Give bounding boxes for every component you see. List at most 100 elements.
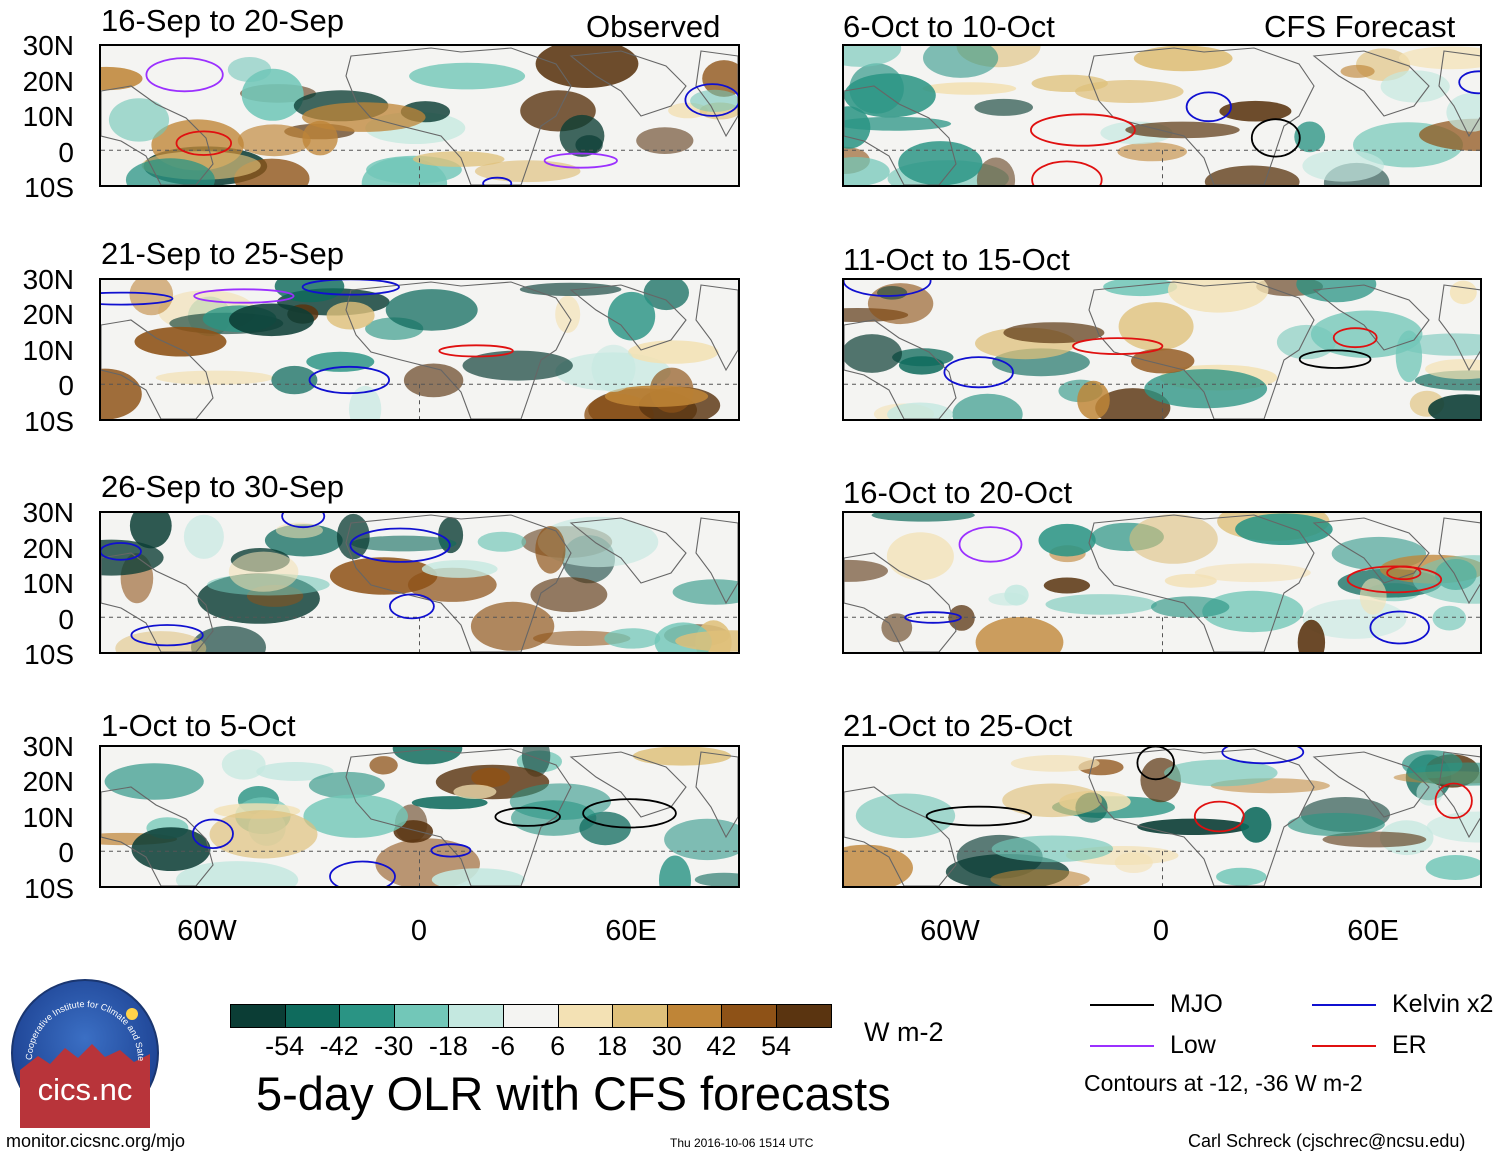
anomaly-contour	[1136, 747, 1175, 781]
anomaly-contour	[281, 513, 326, 529]
coastline	[844, 319, 957, 419]
footer-url[interactable]: monitor.cicsnc.org/mjo	[6, 1131, 186, 1151]
colorbar-cell	[776, 1004, 832, 1028]
olr-shading	[104, 763, 204, 800]
olr-shading	[1380, 70, 1450, 103]
coastline	[101, 552, 214, 652]
olr-shading	[643, 280, 689, 311]
lon-label: 60E	[605, 915, 657, 947]
coastline	[345, 748, 572, 886]
colorbar-units: W m-2	[864, 1017, 944, 1047]
anomaly-contour	[101, 542, 142, 561]
lat-label: 10N	[22, 568, 74, 599]
olr-shading	[1202, 590, 1304, 633]
anomaly-contour	[943, 356, 1014, 389]
coastline	[844, 552, 957, 652]
panel-tag-forecast: CFS Forecast	[1264, 9, 1456, 44]
olr-shading	[237, 124, 311, 157]
olr-shading	[1077, 380, 1110, 419]
main-title: 5-day OLR with CFS forecasts	[256, 1067, 891, 1120]
map-panel-forecast-2	[842, 278, 1482, 421]
olr-shading	[844, 844, 913, 886]
olr-shading	[308, 771, 385, 799]
coastline	[569, 284, 687, 351]
colorbar-cell	[721, 1004, 777, 1028]
olr-shading	[535, 526, 566, 574]
anomaly-contour	[1029, 113, 1136, 147]
olr-shading	[129, 513, 172, 549]
olr-shading	[898, 356, 945, 375]
lon-label: 60W	[177, 915, 237, 947]
colorbar-cell	[503, 1004, 559, 1028]
olr-shading	[209, 810, 318, 859]
olr-shading	[431, 868, 526, 886]
anomaly-contour	[904, 611, 962, 624]
olr-shading	[530, 577, 608, 613]
olr-shading	[1164, 573, 1217, 588]
olr-shading	[990, 869, 1090, 886]
map-plot	[844, 513, 1480, 652]
olr-shading	[1426, 811, 1480, 843]
anomaly-contour	[301, 280, 400, 296]
olr-shading	[1240, 806, 1272, 843]
olr-shading	[988, 592, 1027, 606]
cics-logo: Cooperative Institute for Climate and Sa…	[7, 970, 160, 1128]
olr-shading	[591, 344, 636, 392]
olr-shading	[462, 350, 573, 381]
olr-shading	[975, 617, 1064, 652]
olr-shading	[923, 46, 999, 78]
anomaly-contour	[1458, 70, 1480, 95]
coastline	[844, 85, 957, 185]
footer-timestamp: Thu 2016-10-06 1514 UTC	[670, 1136, 814, 1150]
anomaly-contour	[1072, 337, 1164, 355]
olr-shading	[871, 513, 975, 522]
olr-shading	[1287, 812, 1385, 837]
coastline	[1438, 284, 1480, 372]
olr-shading	[898, 141, 983, 185]
colorbar-label: 54	[760, 1031, 792, 1061]
olr-shading	[302, 120, 338, 156]
map-panel-forecast-4	[842, 745, 1482, 888]
olr-shading	[1167, 280, 1269, 313]
coastline	[1088, 281, 1315, 419]
legend-line-mjo	[1090, 1004, 1154, 1006]
olr-shading	[1340, 64, 1375, 78]
olr-shading	[1398, 46, 1480, 70]
anomaly-contour	[543, 152, 618, 169]
olr-shading	[991, 835, 1114, 863]
anomaly-contour	[101, 291, 174, 306]
olr-shading	[108, 98, 170, 142]
olr-shading	[329, 557, 438, 595]
anomaly-contour	[193, 288, 295, 304]
anomaly-contour	[388, 593, 435, 620]
lat-label: 20N	[22, 66, 74, 97]
olr-shading	[229, 303, 314, 337]
olr-shading	[672, 579, 738, 605]
legend-note: Contours at -12, -36 W m-2	[1084, 1070, 1363, 1096]
olr-shading	[628, 340, 719, 364]
olr-shading	[306, 351, 375, 372]
olr-shading	[1010, 755, 1100, 772]
coastline	[1438, 50, 1480, 138]
map-plot	[844, 280, 1480, 419]
olr-shading	[175, 861, 299, 886]
olr-shading	[976, 157, 1016, 185]
coastline	[1088, 47, 1315, 185]
olr-shading	[1002, 783, 1102, 818]
anomaly-contour	[191, 818, 234, 850]
colorbar-cell	[666, 1004, 723, 1028]
olr-shading	[403, 363, 464, 398]
olr-shading	[271, 365, 318, 395]
olr-shading	[1216, 867, 1267, 886]
olr-shading	[694, 872, 738, 886]
lat-label: 0	[58, 370, 74, 401]
lon-label: 60E	[1347, 915, 1399, 947]
anomaly-contour	[1298, 349, 1372, 369]
olr-shading	[134, 326, 227, 357]
anomaly-contour	[844, 280, 932, 297]
olr-shading	[877, 286, 908, 300]
olr-shading	[1129, 514, 1218, 564]
olr-shading	[886, 532, 954, 581]
anomaly-contour	[925, 805, 1033, 827]
coastline	[695, 517, 738, 605]
